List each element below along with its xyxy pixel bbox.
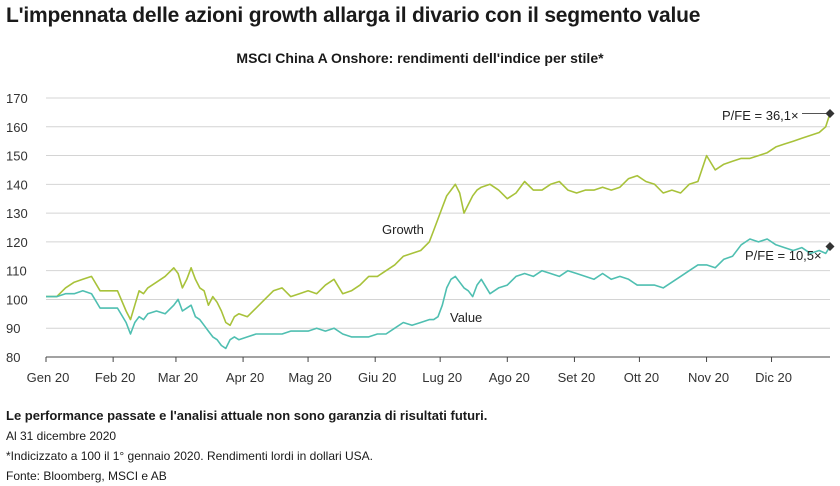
footnotes: Le performance passate e l'analisi attua… [6,406,487,486]
x-tick-label: Gen 20 [27,370,70,385]
source-note: Fonte: Bloomberg, MSCI e AB [6,469,167,483]
y-tick-label: 150 [6,149,28,164]
series-line-growth [46,113,831,327]
x-axis-ticks: Gen 20 Feb 20 Mar 20 Apr 20 Mag 20 Giu 20 Lug … [27,357,792,385]
x-tick-label: Apr 20 [226,370,264,385]
grid-lines [46,97,830,358]
series-group [46,113,831,350]
series-label-growth: Growth [382,222,424,237]
endpoint-marker [825,109,835,119]
series-labels: Growth Value [382,222,482,325]
page-title: L'impennata delle azioni growth allarga … [6,4,701,27]
annotation-label-growth: P/FE = 36,1× [722,108,799,123]
y-tick-label: 80 [6,350,20,365]
chart-title: MSCI China A Onshore: rendimenti dell'in… [236,50,604,66]
y-tick-label: 110 [6,264,27,279]
annotation-label-value: P/FE = 10,5× [745,248,822,263]
x-tick-label: Mag 20 [288,370,331,385]
y-tick-label: 120 [6,235,28,250]
line-chart: 80 90 100 110 120 130 140 150 160 170 Gen 20 Feb 2… [6,91,835,385]
disclaimer-note: Le performance passate e l'analisi attua… [6,408,488,423]
date-note: Al 31 dicembre 2020 [6,429,117,443]
x-tick-label: Set 20 [558,370,596,385]
x-tick-label: Lug 20 [422,370,462,385]
y-tick-label: 140 [6,177,28,192]
y-tick-label: 100 [6,292,28,307]
x-tick-label: Ago 20 [489,370,530,385]
x-tick-label: Nov 20 [688,370,729,385]
x-tick-label: Giu 20 [358,370,396,385]
x-tick-label: Dic 20 [755,370,792,385]
method-note: *Indicizzato a 100 il 1° gennaio 2020. R… [6,449,374,463]
y-tick-label: 160 [6,120,28,135]
y-tick-label: 130 [6,206,28,221]
x-tick-label: Ott 20 [624,370,659,385]
x-tick-label: Mar 20 [158,370,198,385]
endpoint-marker [825,241,835,251]
y-axis-ticks: 80 90 100 110 120 130 140 150 160 170 [6,91,28,365]
annotations: P/FE = 36,1× P/FE = 10,5× [722,108,835,263]
x-tick-label: Feb 20 [95,370,135,385]
series-line-value [46,238,831,350]
y-tick-label: 90 [6,321,20,336]
series-label-value: Value [450,310,482,325]
y-tick-label: 170 [6,91,28,106]
